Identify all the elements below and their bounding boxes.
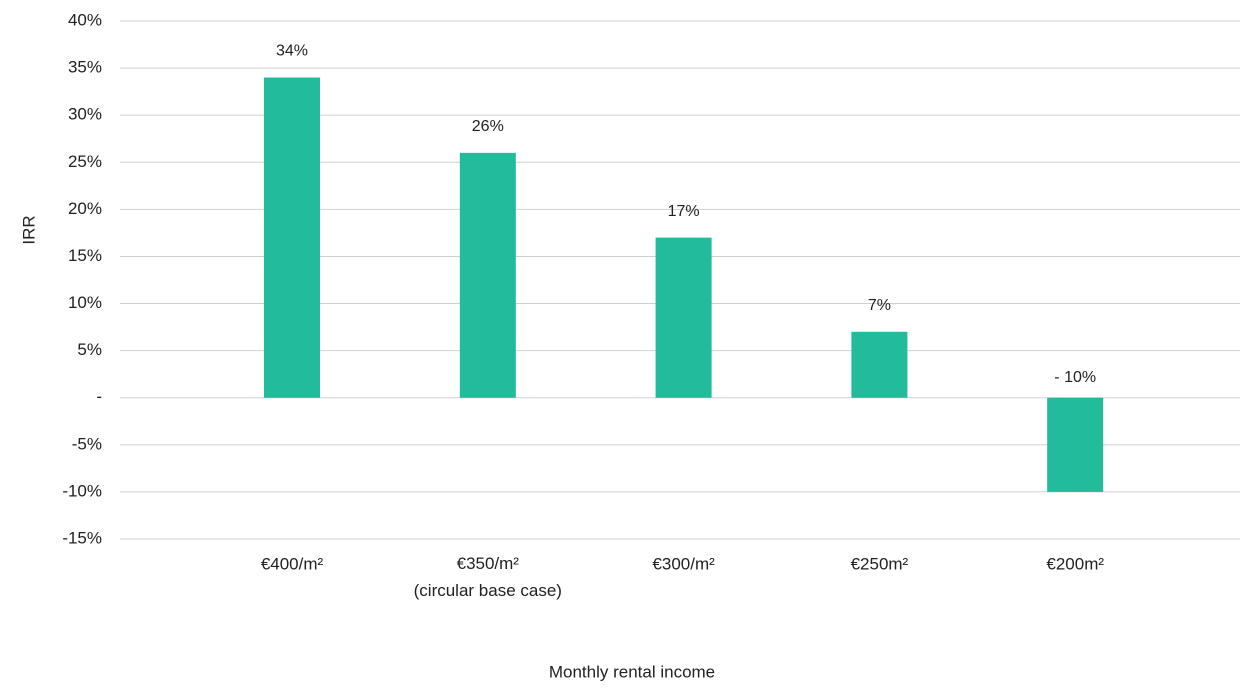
y-tick-label: 30% — [68, 105, 102, 124]
x-tick-label: €400/m² — [261, 554, 324, 573]
y-tick-label: 20% — [68, 199, 102, 218]
y-tick-label: 10% — [68, 293, 102, 312]
y-tick-label: 5% — [77, 340, 102, 359]
y-tick-label: -15% — [62, 528, 102, 547]
x-axis-title: Monthly rental income — [549, 662, 715, 681]
x-tick-label: €300/m² — [652, 554, 715, 573]
y-tick-label: 15% — [68, 246, 102, 265]
data-label: 26% — [472, 118, 504, 135]
bar — [459, 152, 516, 398]
data-label: 34% — [276, 43, 308, 60]
bar — [851, 331, 908, 398]
y-tick-label: - — [96, 387, 102, 406]
data-label: 7% — [868, 297, 891, 314]
bar — [1047, 397, 1104, 492]
y-tick-label: -10% — [62, 481, 102, 500]
x-tick-label: €200m² — [1046, 554, 1104, 573]
x-tick-label: €350/m² (circular base case) — [414, 554, 562, 600]
y-tick-label: 25% — [68, 152, 102, 171]
data-label: 17% — [668, 203, 700, 220]
x-tick-label: €250m² — [851, 554, 909, 573]
data-label: - 10% — [1054, 369, 1096, 386]
y-tick-label: 40% — [68, 10, 102, 29]
bar — [264, 77, 320, 398]
y-axis-title: IRR — [19, 215, 38, 244]
y-tick-label: 35% — [68, 58, 102, 77]
y-tick-label: -5% — [72, 434, 102, 453]
bar — [655, 237, 712, 398]
